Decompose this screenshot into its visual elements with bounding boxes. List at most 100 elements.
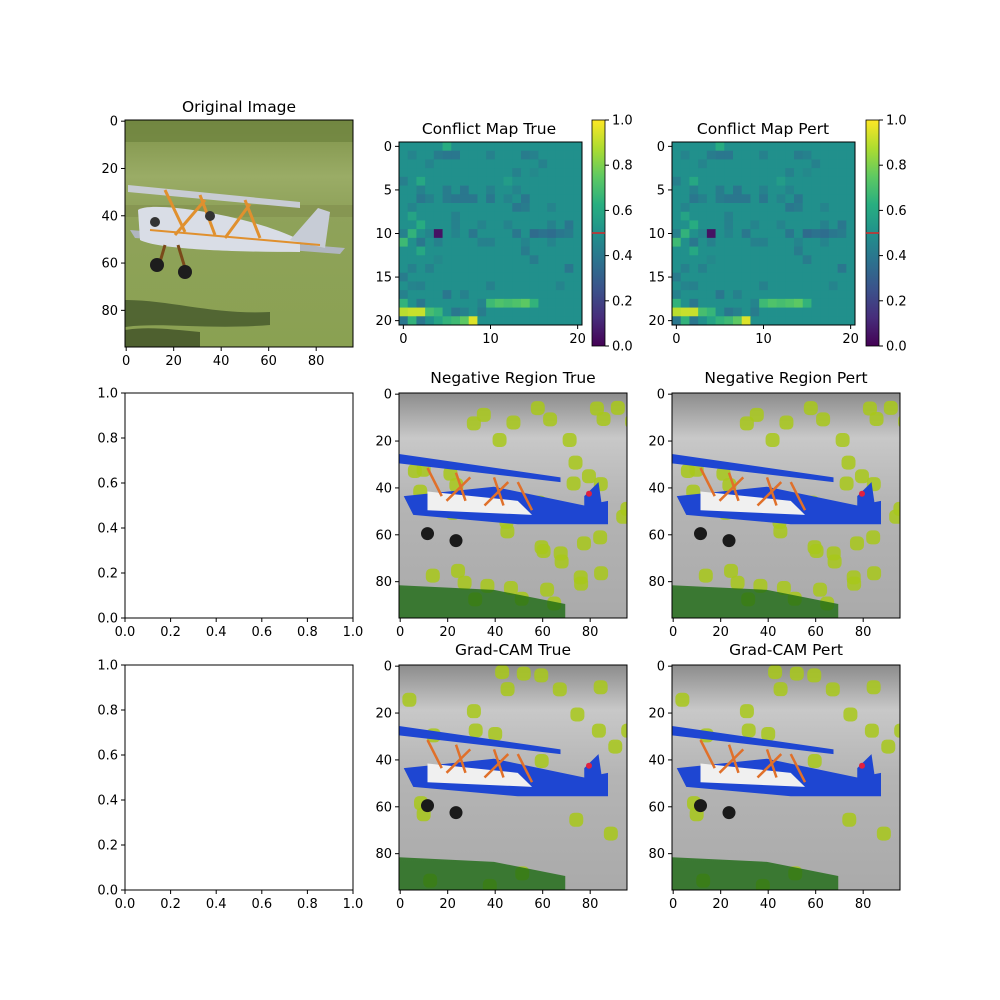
axes-frame-negative-pert (671, 392, 901, 619)
overlay-blob (894, 723, 900, 738)
heatmap-cell (776, 255, 786, 265)
heatmap-cell (460, 159, 470, 169)
overlay-blob (594, 566, 609, 581)
heatmap-cell (776, 203, 786, 213)
heatmap-cell (416, 168, 426, 178)
heatmap-cell (407, 281, 417, 291)
heatmap-cell (416, 255, 426, 265)
heatmap-cell (672, 264, 682, 274)
heatmap-cell (741, 194, 751, 204)
heatmap-cell (794, 150, 804, 160)
heatmap-cell (802, 150, 812, 160)
heatmap-cell (706, 203, 716, 213)
heatmap-cell (494, 211, 504, 221)
overlay-blob (516, 666, 531, 681)
heatmap-cell (538, 298, 548, 308)
heatmap-cell (521, 176, 531, 186)
heatmap-cell (802, 255, 812, 265)
heatmap-cell (564, 150, 574, 160)
heatmap-cell (564, 298, 574, 308)
heatmap-cell (399, 264, 409, 274)
heatmap-cell (680, 290, 690, 300)
heatmap-cell (433, 237, 443, 247)
overlay-blob (495, 665, 510, 680)
title-grad-cam-pert: Grad-CAM Pert (729, 641, 843, 659)
heatmap-cell (767, 264, 777, 274)
heatmap-cell (724, 298, 734, 308)
y-tick-label: 5 (657, 183, 665, 198)
heatmap-cell (750, 316, 760, 326)
heatmap-cell (724, 159, 734, 169)
heatmap-cell (672, 194, 682, 204)
heatmap-cell (494, 150, 504, 160)
heatmap-cell (680, 229, 690, 239)
heatmap-cell (433, 211, 443, 221)
colorbar-tick-label: 0.4 (612, 249, 633, 264)
heatmap-cell (680, 194, 690, 204)
heatmap-cell (460, 142, 470, 152)
heatmap-cell (512, 203, 522, 213)
heatmap-cell (486, 142, 496, 152)
heatmap-cell (573, 281, 583, 291)
overlay-blob (574, 576, 589, 591)
heatmap-cell (538, 246, 548, 256)
heatmap-cell (715, 220, 725, 230)
heatmap-cell (442, 246, 452, 256)
heatmap-cell (820, 298, 830, 308)
heatmap-cell (529, 142, 539, 152)
heatmap-cell (767, 272, 777, 282)
heatmap-cell (407, 272, 417, 282)
x-tick-label: 0 (396, 897, 404, 912)
heatmap-cell (460, 246, 470, 256)
heatmap-cell (802, 194, 812, 204)
overlay-blob (776, 580, 791, 595)
heatmap-cell (460, 176, 470, 186)
heatmap-cell (407, 237, 417, 247)
heatmap-cell (416, 307, 426, 317)
heatmap-cell (715, 185, 725, 195)
heatmap-cell (416, 246, 426, 256)
heatmap-cell (468, 272, 478, 282)
heatmap-cell (503, 203, 513, 213)
heatmap-cell (741, 203, 751, 213)
heatmap-cell (794, 185, 804, 195)
heatmap-cell (399, 255, 409, 265)
heatmap-cell (512, 220, 522, 230)
heatmap-cell (689, 168, 699, 178)
heatmap-cell (750, 203, 760, 213)
heatmap-cell (672, 168, 682, 178)
heatmap-cell (477, 281, 487, 291)
heatmap-cell (741, 281, 751, 291)
overlay-blob (534, 753, 549, 768)
x-tick-label: 20 (842, 332, 859, 347)
original-image-photo (125, 120, 353, 347)
heatmap-cell (521, 229, 531, 239)
overlay-blob (773, 682, 788, 697)
overlay-blob (789, 666, 804, 681)
heatmap-cell (759, 237, 769, 247)
overlay-blob (596, 412, 611, 427)
y-tick-label: 20 (648, 435, 665, 450)
x-tick-label: 80 (582, 897, 599, 912)
heatmap-cell (724, 229, 734, 239)
heatmap-cell (715, 176, 725, 186)
heatmap-cell (759, 281, 769, 291)
heatmap-cell (698, 255, 708, 265)
x-tick-label: 20 (165, 354, 182, 369)
heatmap-cell (698, 307, 708, 317)
heatmap-cell (468, 159, 478, 169)
y-tick-label: 40 (375, 753, 392, 768)
heatmap-cell (512, 307, 522, 317)
overlay-blob (765, 432, 780, 447)
heatmap-cell (433, 307, 443, 317)
heatmap-cell (555, 203, 565, 213)
heatmap-cell (564, 316, 574, 326)
heatmap-cell (433, 176, 443, 186)
heatmap-cell (564, 281, 574, 291)
heatmap-cell (759, 194, 769, 204)
heatmap-cell (733, 281, 743, 291)
heatmap-cell (837, 316, 847, 326)
heatmap-cell (759, 168, 769, 178)
heatmap-cell (759, 142, 769, 152)
heatmap-cell (776, 237, 786, 247)
